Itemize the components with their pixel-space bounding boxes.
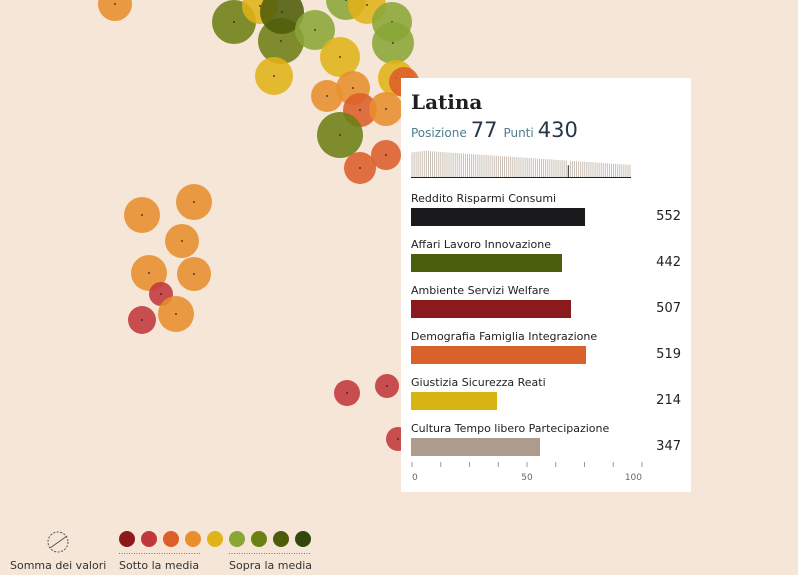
bubble-center-dot [280,40,282,42]
color-legend: Somma dei valori Sotto la media Sopra la… [0,528,330,575]
category-label: Affari Lavoro Innovazione [411,238,552,251]
category-label: Cultura Tempo libero Partecipazione [411,422,610,435]
bubble-center-dot [385,108,387,110]
legend-swatch [251,531,267,547]
bubble-center-dot [233,21,235,23]
legend-sum-label: Somma dei valori [10,559,107,572]
bubble-center-dot [314,29,316,31]
bubble-center-dot [352,87,354,89]
bubble-center-dot [160,293,162,295]
bubble-center-dot [326,95,328,97]
axis-tick-label: 0 [412,473,418,483]
bubble-center-dot [181,240,183,242]
category-value: 552 [656,209,681,224]
category-value: 214 [656,393,681,408]
bubble-center-dot [359,109,361,111]
legend-swatch [295,531,311,547]
category-label: Ambiente Servizi Welfare [411,284,550,297]
bubble-center-dot [385,154,387,156]
legend-swatch [273,531,289,547]
bubble-center-dot [346,392,348,394]
category-row: Affari Lavoro Innovazione 442 [411,238,681,278]
sum-icon [47,531,69,553]
legend-swatch [229,531,245,547]
category-label: Giustizia Sicurezza Reati [411,376,546,389]
points-label: Punti [503,126,534,140]
category-bar [411,208,585,226]
bubble-center-dot [193,273,195,275]
category-row: Giustizia Sicurezza Reati 214 [411,376,681,416]
bubble-center-dot [339,134,341,136]
bubble-center-dot [273,75,275,77]
bubble-center-dot [366,4,368,6]
province-tooltip: Latina Posizione 77 Punti 430 Reddito Ri… [401,78,691,492]
category-value: 519 [656,347,681,362]
bubble-center-dot [148,272,150,274]
bubble-center-dot [114,3,116,5]
bubble-center-dot [193,201,195,203]
province-bubble[interactable] [260,0,304,34]
points-value: 430 [537,118,578,142]
category-row: Cultura Tempo libero Partecipazione 347 [411,422,681,462]
bubble-center-dot [175,313,177,315]
category-label: Reddito Risparmi Consumi [411,192,557,205]
legend-swatch [185,531,201,547]
score-axis: 0 50 100 [411,462,643,483]
bubble-center-dot [141,319,143,321]
axis-tick-label: 50 [521,473,533,483]
bubble-center-dot [259,5,261,7]
legend-swatch [141,531,157,547]
category-value: 507 [656,301,681,316]
ranking-sparkline [411,150,631,178]
category-bar [411,254,562,272]
category-bar [411,438,540,456]
category-value: 347 [656,439,681,454]
bubble-center-dot [141,214,143,216]
province-name: Latina [411,90,483,114]
bubble-center-dot [281,11,283,13]
legend-swatch [163,531,179,547]
category-row: Reddito Risparmi Consumi 552 [411,192,681,232]
position-value: 77 [470,118,498,142]
legend-swatch [207,531,223,547]
category-row: Demografia Famiglia Integrazione 519 [411,330,681,370]
bubble-center-dot [397,438,399,440]
category-bar [411,392,497,410]
position-label: Posizione [411,126,467,140]
bubble-center-dot [392,42,394,44]
legend-swatch [119,531,135,547]
bubble-center-dot [359,167,361,169]
rank-line: Posizione 77 Punti 430 [411,118,681,144]
legend-below-label: Sotto la media [119,559,200,572]
category-row: Ambiente Servizi Welfare 507 [411,284,681,324]
bubble-center-dot [345,0,347,1]
legend-graphics [47,531,311,554]
category-value: 442 [656,255,681,270]
bubble-center-dot [339,56,341,58]
axis-tick-label: 100 [625,473,642,483]
legend-above-label: Sopra la media [229,559,313,572]
category-label: Demografia Famiglia Integrazione [411,330,598,343]
bubble-center-dot [386,385,388,387]
province-bubble[interactable] [98,0,132,21]
category-bar [411,300,572,318]
category-bar [411,346,587,364]
